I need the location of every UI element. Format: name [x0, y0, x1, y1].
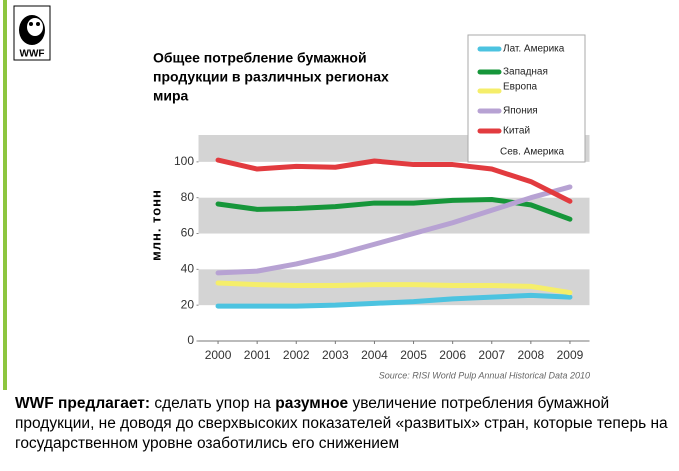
x-tick-label: 2004	[361, 348, 388, 362]
y-axis-label: млн. тонн	[148, 189, 163, 261]
y-tick-label: 20	[181, 297, 195, 311]
series-line	[215, 157, 573, 204]
x-tick-label: 2007	[478, 348, 505, 362]
y-tick-label: 80	[181, 190, 195, 204]
series-line	[215, 280, 573, 296]
x-tick-label: 2009	[557, 348, 584, 362]
x-tick-label: 2000	[205, 348, 232, 362]
legend-box	[467, 34, 586, 163]
title-line: мира	[153, 88, 189, 104]
chart: WWF Общее потребление бумажной продукции …	[3, 0, 590, 390]
side-bar	[3, 0, 7, 390]
x-tick-label: 2003	[322, 348, 349, 362]
caption-text: сделать упор на	[150, 395, 276, 412]
chart-title: Общее потребление бумажной продукции в ра…	[153, 50, 389, 104]
title-line: продукции в различных регионах	[153, 69, 389, 85]
plot: 0 20 40 60 80 100 2000 2001 2002 2003 2004 2005 2006…	[174, 34, 590, 362]
x-tick-label: 2001	[244, 348, 271, 362]
y-tick-label: 60	[181, 226, 195, 240]
y-tick-label: 100	[174, 154, 194, 168]
x-tick-label: 2006	[439, 348, 466, 362]
y-tick-label: 40	[181, 262, 195, 276]
legend-label: Китай	[503, 126, 530, 137]
caption: WWF предлагает: сделать упор на разумное…	[15, 394, 670, 454]
legend-label: Западная	[503, 67, 548, 78]
caption-text: увеличение потребления бумажной продукци…	[15, 395, 668, 452]
legend-label: Япония	[503, 106, 538, 117]
y-tick-label: 0	[187, 333, 194, 347]
x-tick-label: 2008	[517, 348, 544, 362]
legend-label: Сев. Америка	[500, 147, 565, 158]
legend-label: Лат. Америка	[503, 44, 565, 55]
series-line	[215, 292, 573, 309]
logo-text: WWF	[20, 49, 45, 60]
series-line	[215, 184, 573, 276]
x-tick-label: 2005	[400, 348, 427, 362]
caption-text: разумное	[275, 395, 349, 412]
logo: WWF	[13, 5, 51, 61]
source: Source: RISI World Pulp Annual Historica…	[379, 370, 590, 380]
x-tick-label: 2002	[283, 348, 310, 362]
legend-label: Европа	[503, 82, 538, 93]
caption-text: WWF предлагает:	[15, 395, 151, 412]
title-line: Общее потребление бумажной	[153, 50, 367, 66]
